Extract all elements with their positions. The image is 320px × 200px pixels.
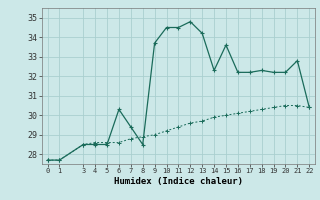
X-axis label: Humidex (Indice chaleur): Humidex (Indice chaleur) [114, 177, 243, 186]
